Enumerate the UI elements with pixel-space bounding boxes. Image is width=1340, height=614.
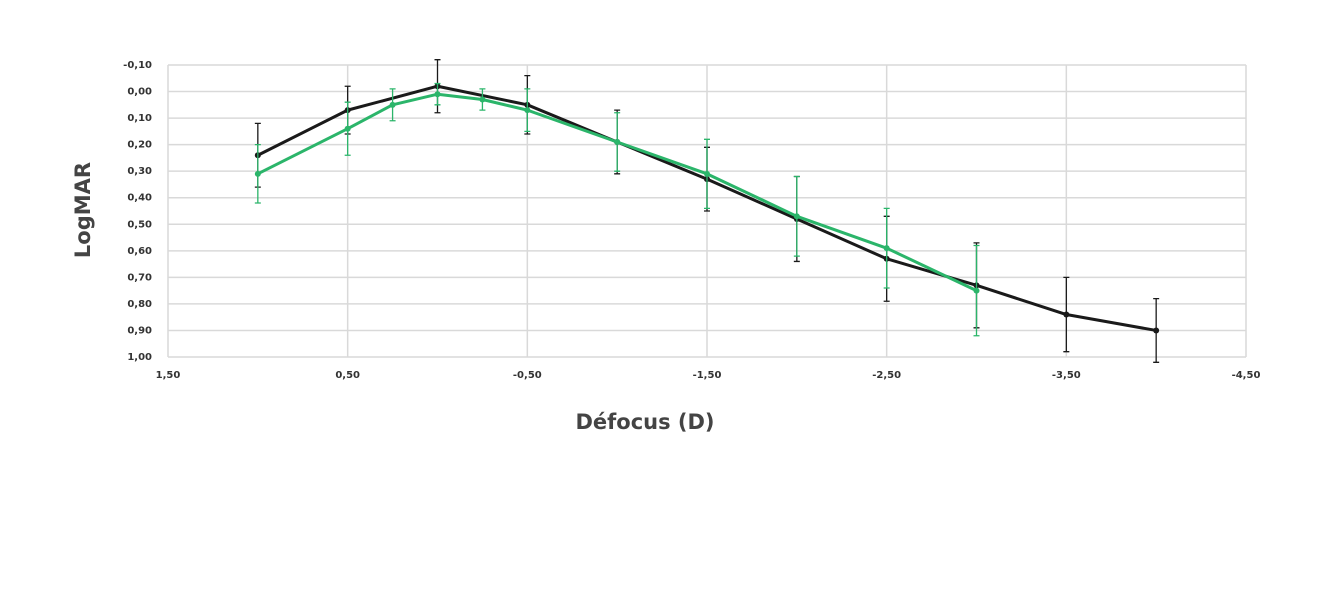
y-tick-label: 0,30 — [127, 166, 152, 177]
data-point — [434, 91, 441, 98]
data-point — [973, 287, 980, 294]
y-tick-label: 0,10 — [127, 113, 152, 124]
y-tick-label: 0,70 — [127, 272, 152, 283]
data-point — [389, 101, 396, 108]
data-point — [704, 170, 710, 177]
x-tick-label: 1,50 — [156, 370, 181, 381]
x-tick-label: -4,50 — [1232, 370, 1261, 381]
y-tick-label: 0,90 — [127, 325, 152, 336]
data-point — [479, 96, 486, 103]
y-tick-label: -0,10 — [123, 60, 152, 71]
x-axis-title: Défocus (D) — [575, 410, 714, 434]
data-point — [524, 107, 531, 114]
x-tick-label: -2,50 — [872, 370, 901, 381]
y-tick-label: 1,00 — [127, 352, 152, 363]
data-point — [1063, 311, 1070, 318]
data-point — [254, 170, 261, 177]
data-point — [883, 245, 890, 252]
y-tick-label: 0,20 — [127, 140, 152, 151]
y-tick-label: 0,40 — [127, 193, 152, 204]
data-point — [344, 125, 351, 132]
data-point — [793, 213, 800, 220]
x-tick-label: -3,50 — [1052, 370, 1081, 381]
x-tick-label: 0,50 — [335, 370, 360, 381]
y-tick-label: 0,80 — [127, 299, 152, 310]
y-tick-label: 0,50 — [127, 219, 152, 230]
x-tick-label: -0,50 — [513, 370, 542, 381]
y-tick-label: 0,60 — [127, 246, 152, 257]
y-tick-label: 0,00 — [127, 87, 152, 98]
data-point — [614, 138, 621, 145]
x-tick-label: -1,50 — [693, 370, 722, 381]
data-point — [1153, 327, 1160, 334]
y-axis-title: LogMAR — [71, 162, 95, 258]
